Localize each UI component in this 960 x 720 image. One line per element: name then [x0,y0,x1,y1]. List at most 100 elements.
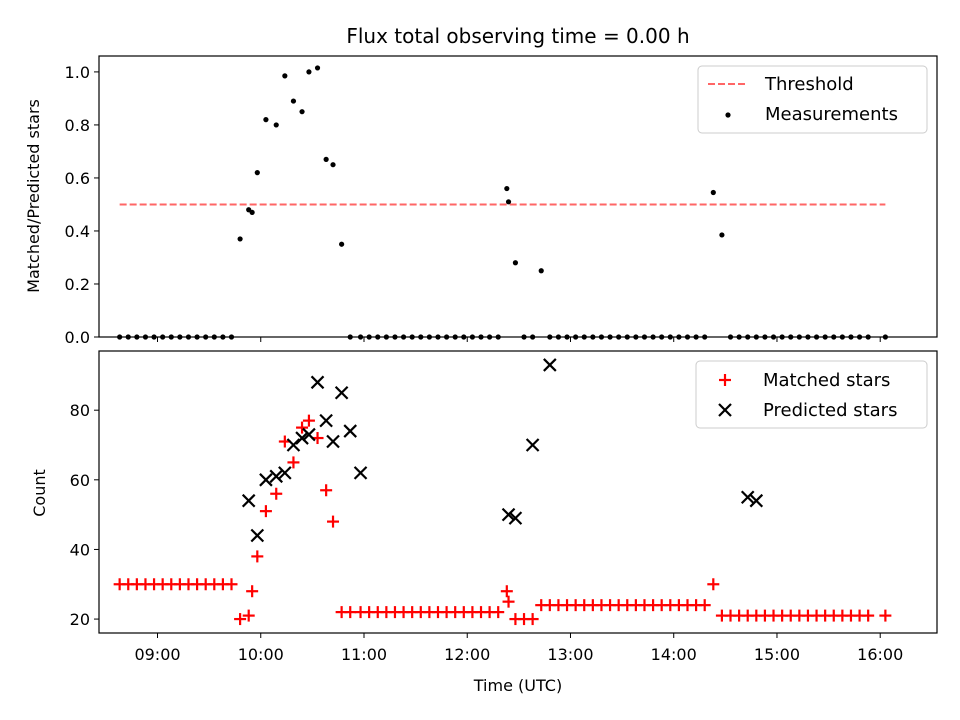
top-y-tick-label: 1.0 [65,63,90,82]
matched-star-point [242,609,255,622]
predicted-star-point [278,466,292,480]
matched-star-point [526,613,539,626]
measurement-point [282,73,288,79]
matched-star-point [251,550,264,563]
bottom-y-tick-label: 20 [70,610,90,629]
bottom-x-tick-label: 16:00 [857,645,903,664]
matched-star-point [225,578,238,591]
predicted-star-point [353,466,368,480]
legend-matched-swatch [719,374,731,386]
matched-star-point [270,487,283,500]
measurement-point [710,189,716,196]
top-y-tick-label: 0.6 [65,169,90,188]
predicted-star-point [259,473,273,487]
top-y-tick-label: 0.0 [65,328,90,347]
predicted-star-point [326,434,340,449]
matched-star-point [259,505,272,518]
bottom-x-tick-label: 10:00 [238,645,284,664]
top-axes-frame [98,55,938,338]
matched-star-point [246,585,259,598]
matched-star-point [296,421,309,434]
predicted-star-point [302,427,316,442]
matched-star-point [862,609,875,622]
measurement-point [314,65,321,71]
measurement-point [263,117,269,123]
matched-star-point [234,613,247,626]
predicted-star-point [286,438,301,452]
predicted-star-point [525,438,540,452]
bottom-y-tick-label: 40 [70,540,90,559]
bottom-y-tick-label: 80 [70,401,90,420]
bottom-x-tick-label: 13:00 [547,645,593,664]
measurement-point [299,109,305,115]
measurement-point [330,162,336,168]
matched-star-point [320,484,333,497]
predicted-star-point [269,469,284,484]
predicted-star-point [508,511,523,525]
legend-measurements-label: Measurements [765,104,898,125]
predicted-star-point [543,358,557,372]
bottom-legend-box [695,360,928,429]
measurement-point [323,156,329,162]
top-legend-box [697,65,928,134]
bottom-x-axis-label: Time (UTC) [473,676,562,695]
bottom-axis-ticks: 20 40 60 80 09:00 10:00 11:00 12:00 13:00 14:00 15… [70,401,904,664]
measurement-point [538,268,544,274]
measurement-point [719,232,725,238]
bottom-x-tick-label: 12:00 [444,645,490,664]
predicted-star-point [310,375,325,390]
top-legend: Threshold Measurements [697,65,928,134]
bottom-x-tick-label: 09:00 [134,645,180,664]
predicted-star-point [295,431,309,445]
matched-star-point [327,515,340,528]
top-y-tick-label: 0.4 [65,222,90,241]
matched-star-point [707,578,720,591]
measurement-point [237,236,243,242]
top-y-tick-label: 0.8 [65,116,90,135]
bottom-y-tick-label: 60 [70,471,90,490]
bottom-series-layer [113,358,892,626]
top-y-tick-label: 0.2 [65,275,90,294]
measurement-point [306,69,312,75]
top-y-axis-label: Matched/Predicted stars [24,99,43,293]
measurement-point [249,209,255,216]
measurement-point [254,170,260,176]
measurement-point [505,199,512,205]
matched-star-point [698,599,711,612]
bottom-x-tick-label: 15:00 [754,645,800,664]
matched-star-point [287,456,300,469]
bottom-plot-area: 20 40 60 80 09:00 10:00 11:00 12:00 13:00 14:00 15… [70,350,938,664]
predicted-star-point [343,424,358,438]
legend-measurements-swatch [725,112,731,118]
top-axis-ticks: 0.0 0.2 0.4 0.6 0.8 1.0 [65,63,881,347]
predicted-star-point [749,493,764,508]
matched-star-point [344,606,357,619]
predicted-star-point [250,528,265,543]
measurement-point [273,122,279,128]
legend-predicted-swatch [718,403,732,417]
predicted-star-point [334,385,349,400]
bottom-x-tick-label: 11:00 [341,645,387,664]
bottom-x-tick-label: 14:00 [651,645,697,664]
matched-star-point [500,585,513,598]
measurement-point [290,98,297,104]
measurement-point [512,260,519,266]
bottom-y-axis-label: Count [30,469,49,517]
measurement-point [339,241,345,247]
predicted-star-point [501,507,516,522]
matched-star-point [302,414,315,427]
legend-threshold-label: Threshold [764,74,854,95]
predicted-star-point [740,490,755,505]
matched-star-point [879,609,892,622]
matched-star-point [502,595,515,608]
bottom-legend: Matched stars Predicted stars [695,360,928,429]
top-chart-title: Flux total observing time = 0.00 h [346,24,689,48]
matched-star-point [492,606,505,619]
bottom-axes-frame [98,350,938,634]
legend-matched-label: Matched stars [763,370,890,391]
top-plot-area: 0.0 0.2 0.4 0.6 0.8 1.0 [65,55,938,347]
measurement-point [504,185,510,192]
predicted-star-point [319,413,333,428]
predicted-star-point [241,493,256,508]
